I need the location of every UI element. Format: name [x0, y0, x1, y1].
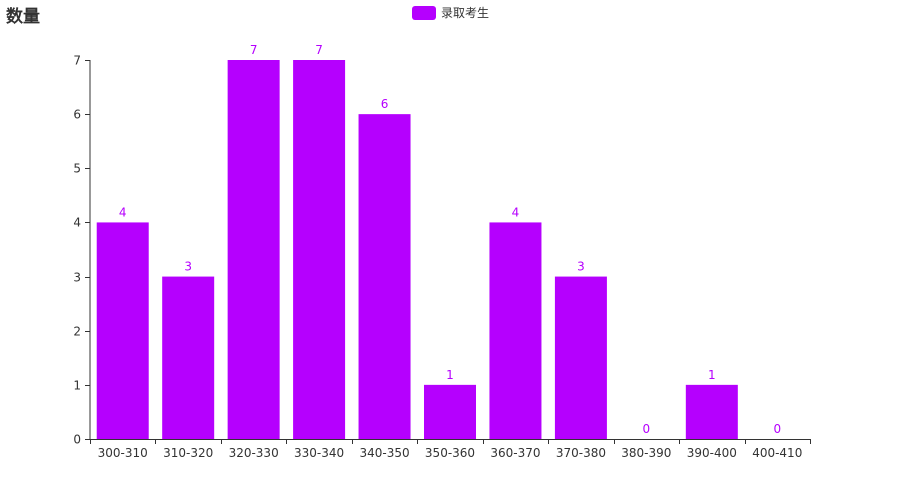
x-tick-label: 310-320 — [163, 446, 213, 460]
x-tick-label: 350-360 — [425, 446, 475, 460]
legend[interactable]: 录取考生 — [412, 4, 489, 21]
bar[interactable] — [685, 384, 738, 439]
data-label: 7 — [250, 43, 258, 57]
y-tick-label: 7 — [73, 54, 81, 68]
bar[interactable] — [227, 60, 280, 439]
data-label: 0 — [773, 422, 781, 436]
data-label: 7 — [315, 43, 323, 57]
bar[interactable] — [424, 384, 476, 439]
data-label: 1 — [708, 368, 716, 382]
data-label: 6 — [381, 97, 389, 111]
data-label: 3 — [577, 260, 585, 274]
data-label: 1 — [446, 368, 454, 382]
data-label: 4 — [119, 205, 127, 219]
y-tick-label: 3 — [73, 271, 81, 285]
legend-label: 录取考生 — [441, 6, 490, 20]
y-tick-label: 0 — [73, 433, 81, 447]
bar[interactable] — [489, 222, 542, 439]
legend-swatch — [412, 5, 436, 20]
x-tick-label: 320-330 — [229, 446, 279, 460]
y-tick-label: 6 — [73, 108, 81, 122]
data-label: 4 — [512, 205, 520, 219]
y-tick-label: 5 — [73, 162, 81, 176]
y-tick-label: 4 — [73, 216, 81, 230]
bar[interactable] — [162, 276, 215, 439]
x-tick-label: 380-390 — [621, 446, 671, 460]
bar[interactable] — [96, 222, 149, 439]
bar[interactable] — [358, 114, 411, 440]
x-tick-label: 330-340 — [294, 446, 344, 460]
x-tick-label: 360-370 — [490, 446, 540, 460]
x-tick-label: 400-410 — [752, 446, 802, 460]
bar[interactable] — [554, 276, 607, 439]
bar[interactable] — [293, 60, 346, 439]
x-tick-label: 370-380 — [556, 446, 606, 460]
chart-title: 数量 — [6, 7, 40, 27]
y-tick-label: 2 — [73, 325, 81, 339]
x-tick-label: 390-400 — [687, 446, 737, 460]
x-tick-label: 340-350 — [359, 446, 409, 460]
x-tick-label: 300-310 — [98, 446, 148, 460]
y-tick-label: 1 — [73, 379, 81, 393]
data-label: 3 — [184, 260, 192, 274]
data-label: 0 — [643, 422, 651, 436]
